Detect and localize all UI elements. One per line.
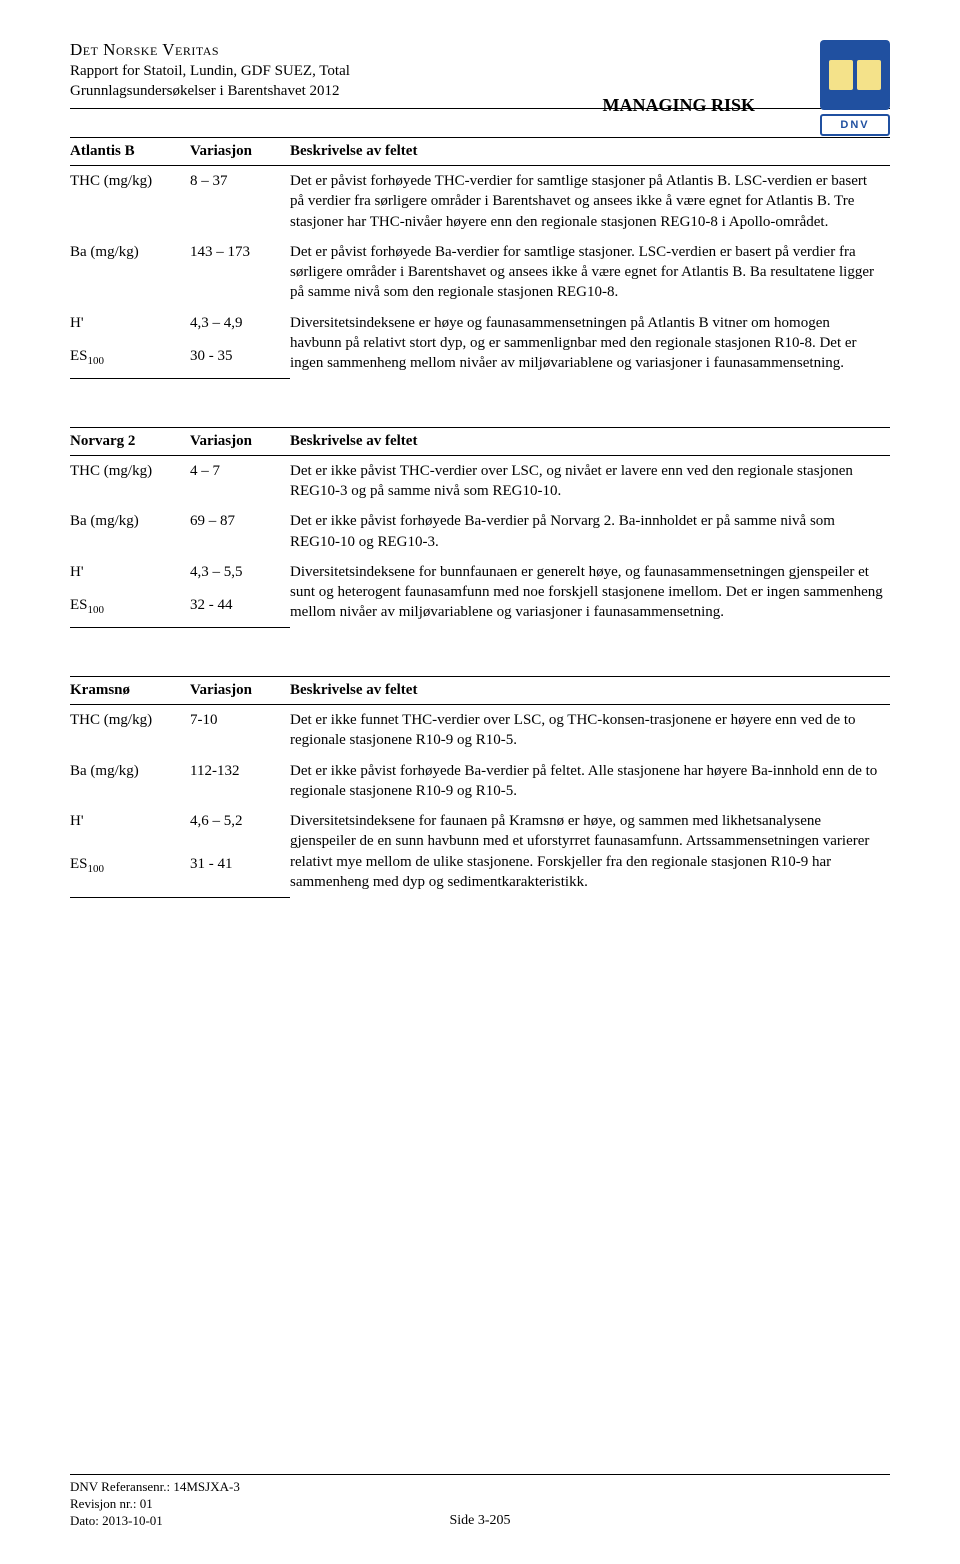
table-row: THC (mg/kg)4 – 7Det er ikke påvist THC-v… <box>70 455 890 506</box>
row-description: Diversitetsindeksene for bunnfaunaen er … <box>290 557 890 628</box>
row-label: ES100 <box>70 849 190 897</box>
scales-icon <box>857 60 881 90</box>
row-variation: 7-10 <box>190 705 290 756</box>
row-label: H' <box>70 557 190 591</box>
row-variation: 8 – 37 <box>190 166 290 237</box>
page-number: Side 3-205 <box>449 1512 510 1530</box>
column-header: Beskrivelse av feltet <box>290 427 890 455</box>
row-variation: 4,6 – 5,2 <box>190 806 290 849</box>
table-row: Ba (mg/kg)143 – 173Det er påvist forhøye… <box>70 237 890 308</box>
row-label: THC (mg/kg) <box>70 455 190 506</box>
row-label: H' <box>70 806 190 849</box>
anchor-icon <box>829 60 853 90</box>
row-variation: 69 – 87 <box>190 506 290 557</box>
header-rule <box>70 108 890 109</box>
row-label: ES100 <box>70 590 190 627</box>
column-header: Beskrivelse av feltet <box>290 138 890 166</box>
row-description: Det er påvist forhøyede THC-verdier for … <box>290 166 890 237</box>
row-label: THC (mg/kg) <box>70 166 190 237</box>
column-header: Variasjon <box>190 427 290 455</box>
row-variation: 4,3 – 5,5 <box>190 557 290 591</box>
table-row: THC (mg/kg)7-10Det er ikke funnet THC-ve… <box>70 705 890 756</box>
column-header: Variasjon <box>190 677 290 705</box>
table-title: Atlantis B <box>70 138 190 166</box>
row-description: Diversitetsindeksene for faunaen på Kram… <box>290 806 890 897</box>
table-title: Norvarg 2 <box>70 427 190 455</box>
footer-rev: Revisjon nr.: 01 <box>70 1496 890 1513</box>
row-variation: 4,3 – 4,9 <box>190 308 290 342</box>
row-label: Ba (mg/kg) <box>70 237 190 308</box>
table-row: H'4,3 – 5,5Diversitetsindeksene for bunn… <box>70 557 890 591</box>
page-footer: DNV Referansenr.: 14MSJXA-3 Revisjon nr.… <box>70 1474 890 1530</box>
row-description: Det er ikke påvist forhøyede Ba-verdier … <box>290 506 890 557</box>
table-row: H'4,6 – 5,2Diversitetsindeksene for faun… <box>70 806 890 849</box>
row-variation: 32 - 44 <box>190 590 290 627</box>
row-variation: 112-132 <box>190 756 290 807</box>
row-label: Ba (mg/kg) <box>70 756 190 807</box>
data-table: Atlantis BVariasjonBeskrivelse av feltet… <box>70 137 890 379</box>
row-description: Det er ikke funnet THC-verdier over LSC,… <box>290 705 890 756</box>
row-variation: 30 - 35 <box>190 341 290 378</box>
row-description: Det er ikke påvist THC-verdier over LSC,… <box>290 455 890 506</box>
logo-block: DNV <box>820 40 890 136</box>
table-row: H'4,3 – 4,9Diversitetsindeksene er høye … <box>70 308 890 342</box>
row-label: H' <box>70 308 190 342</box>
row-label: Ba (mg/kg) <box>70 506 190 557</box>
dnv-shield-icon <box>820 40 890 110</box>
column-header: Variasjon <box>190 138 290 166</box>
table-row: Ba (mg/kg)69 – 87Det er ikke påvist forh… <box>70 506 890 557</box>
report-line: Rapport for Statoil, Lundin, GDF SUEZ, T… <box>70 63 890 80</box>
company-name: Det Norske Veritas <box>70 40 890 60</box>
dnv-badge: DNV <box>820 114 890 136</box>
data-table: Norvarg 2VariasjonBeskrivelse av feltetT… <box>70 427 890 628</box>
row-label: ES100 <box>70 341 190 378</box>
tables-container: Atlantis BVariasjonBeskrivelse av feltet… <box>70 137 890 898</box>
managing-risk-label: MANAGING RISK <box>602 95 755 116</box>
row-variation: 4 – 7 <box>190 455 290 506</box>
row-description: Det er påvist forhøyede Ba-verdier for s… <box>290 237 890 308</box>
row-variation: 143 – 173 <box>190 237 290 308</box>
column-header: Beskrivelse av feltet <box>290 677 890 705</box>
page-header: Det Norske Veritas Rapport for Statoil, … <box>70 40 890 100</box>
table-row: Ba (mg/kg)112-132Det er ikke påvist forh… <box>70 756 890 807</box>
footer-ref: DNV Referansenr.: 14MSJXA-3 <box>70 1479 890 1496</box>
row-description: Diversitetsindeksene er høye og faunasam… <box>290 308 890 379</box>
row-variation: 31 - 41 <box>190 849 290 897</box>
table-title: Kramsnø <box>70 677 190 705</box>
data-table: KramsnøVariasjonBeskrivelse av feltetTHC… <box>70 676 890 898</box>
row-label: THC (mg/kg) <box>70 705 190 756</box>
table-row: THC (mg/kg)8 – 37Det er påvist forhøyede… <box>70 166 890 237</box>
row-description: Det er ikke påvist forhøyede Ba-verdier … <box>290 756 890 807</box>
sub-line: Grunnlagsundersøkelser i Barentshavet 20… <box>70 83 890 100</box>
